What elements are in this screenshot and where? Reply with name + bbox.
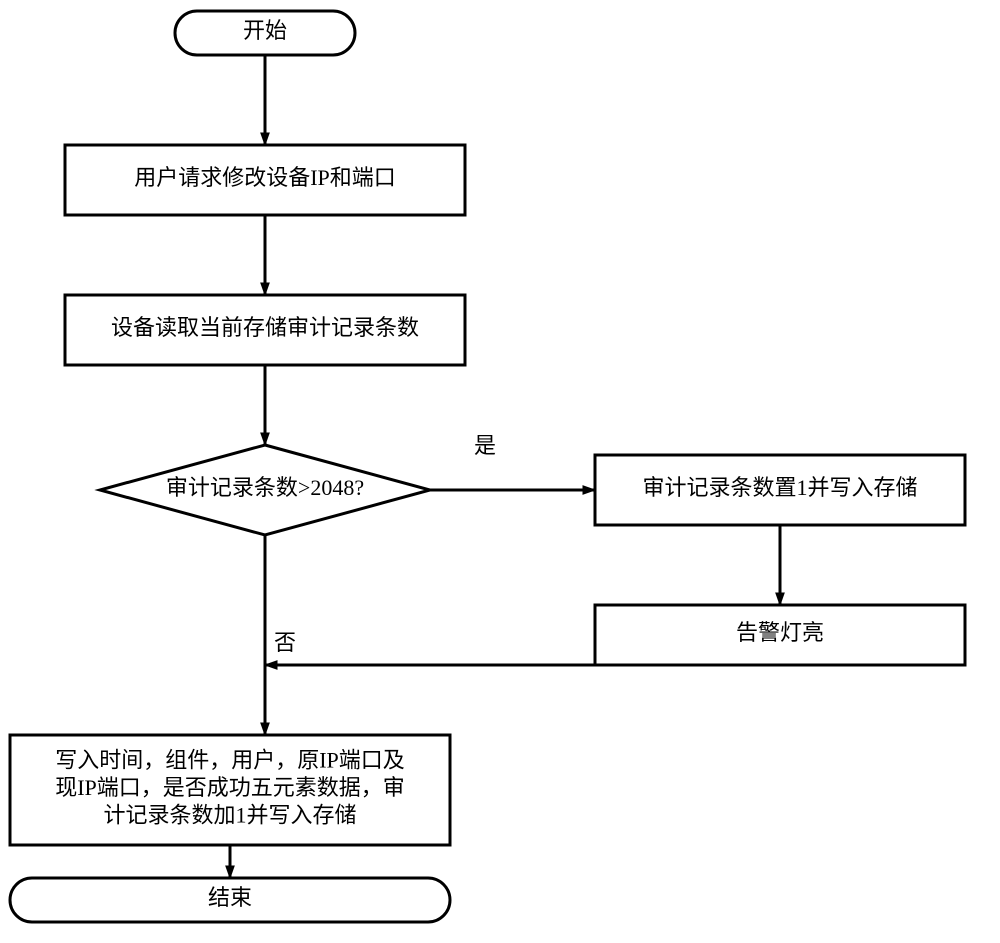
node-start: 开始: [175, 11, 355, 55]
node-label: 用户请求修改设备IP和端口: [134, 165, 396, 190]
node-label: 现IP端口，是否成功五元素数据，审: [55, 775, 405, 800]
node-p5: 写入时间，组件，用户，原IP端口及现IP端口，是否成功五元素数据，审计记录条数加…: [10, 735, 450, 845]
node-p2: 设备读取当前存储审计记录条数: [65, 295, 465, 365]
node-p3: 审计记录条数置1并写入存储: [595, 455, 965, 525]
node-label: 计记录条数加1并写入存储: [103, 803, 356, 828]
node-label: 设备读取当前存储审计记录条数: [111, 315, 419, 340]
node-label: 审计记录条数>2048?: [166, 475, 364, 500]
node-label: 写入时间，组件，用户，原IP端口及: [55, 748, 405, 773]
node-end: 结束: [10, 878, 450, 922]
node-p4: 告警灯亮: [595, 605, 965, 665]
node-label: 审计记录条数置1并写入存储: [642, 475, 917, 500]
node-label: 开始: [243, 18, 287, 43]
nodes-layer: 开始用户请求修改设备IP和端口设备读取当前存储审计记录条数审计记录条数>2048…: [10, 11, 965, 922]
node-d1: 审计记录条数>2048?: [100, 445, 430, 535]
edge-label: 否: [274, 630, 296, 655]
node-label: 告警灯亮: [736, 620, 824, 645]
flowchart-canvas: 是否开始用户请求修改设备IP和端口设备读取当前存储审计记录条数审计记录条数>20…: [0, 0, 1000, 943]
edge-label: 是: [474, 433, 496, 458]
node-label: 结束: [208, 885, 252, 910]
node-p1: 用户请求修改设备IP和端口: [65, 145, 465, 215]
